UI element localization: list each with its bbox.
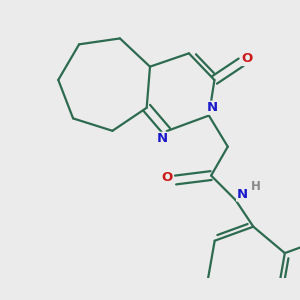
- Text: O: O: [161, 171, 172, 184]
- Text: N: N: [157, 132, 168, 146]
- Text: N: N: [207, 101, 218, 114]
- Text: N: N: [237, 188, 248, 201]
- Text: O: O: [241, 52, 252, 65]
- Text: H: H: [250, 180, 260, 193]
